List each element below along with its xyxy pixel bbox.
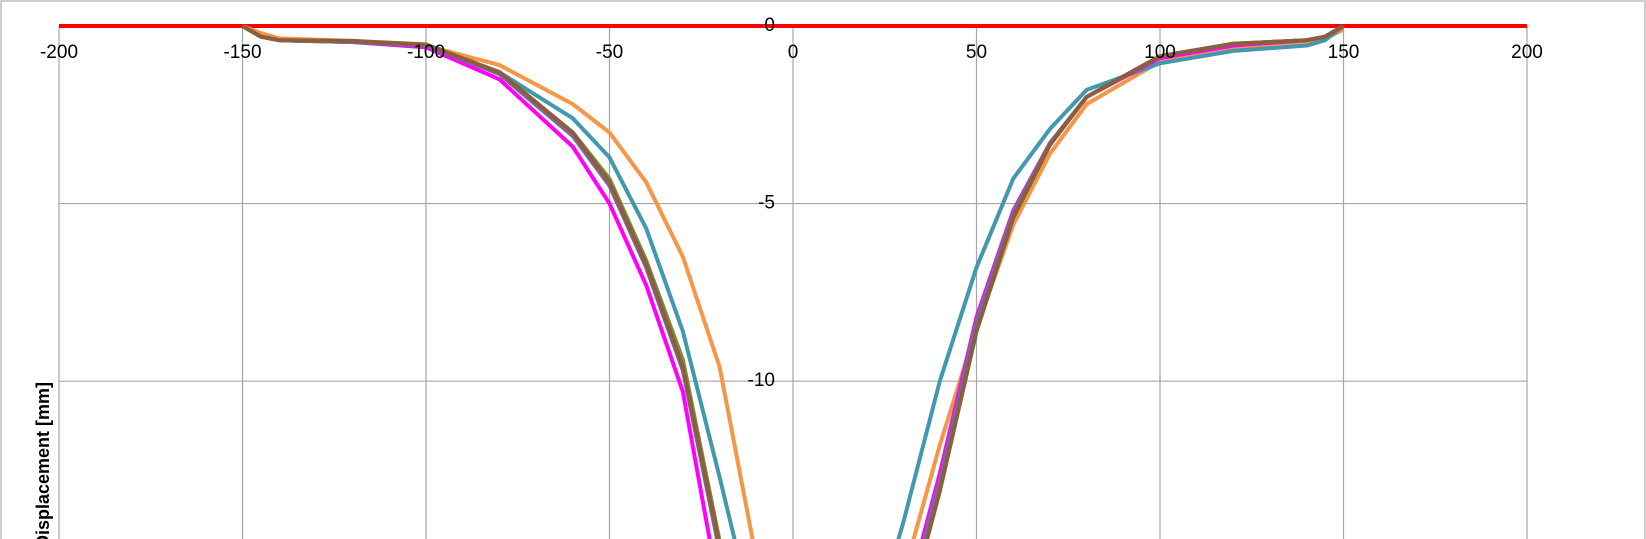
x-tick-label: -50: [596, 42, 623, 63]
labels: -200 -150 -100 -50 0 50 100 150 200 0 -5 -10: [40, 15, 1543, 391]
x-tick-label: -200: [40, 42, 78, 63]
x-tick-label: -150: [223, 42, 261, 63]
y-axis-title: Displacement [mm]: [33, 382, 53, 539]
x-tick-label: 50: [966, 42, 987, 63]
x-tick-label: 0: [788, 42, 799, 63]
series-line: [241, 24, 1345, 539]
y-tick-label: -10: [748, 370, 775, 391]
y-tick-label: 0: [764, 15, 775, 36]
x-tick-label: 150: [1328, 42, 1360, 63]
plot: [59, 24, 1527, 539]
x-tick-label: 100: [1144, 42, 1176, 63]
y-tick-label: -5: [758, 193, 775, 214]
x-tick-label: -100: [407, 42, 445, 63]
x-tick-label: 200: [1511, 42, 1543, 63]
